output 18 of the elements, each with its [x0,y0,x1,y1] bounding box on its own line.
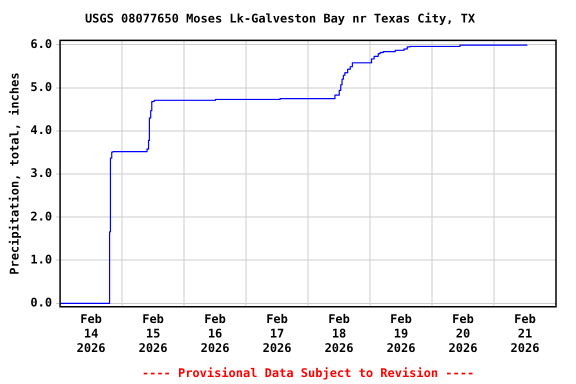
x-tick-label: Feb 18 2026 [324,312,354,355]
x-tick-label: Feb 17 2026 [262,312,292,355]
y-tick-label: 0.0 [30,295,52,310]
y-tick-label: 2.0 [30,209,52,224]
x-tick-label: Feb 15 2026 [138,312,168,355]
y-tick-label: 4.0 [30,123,52,138]
chart-title: USGS 08077650 Moses Lk-Galveston Bay nr Texas City, TX [84,11,476,26]
x-tick-label: Feb 14 2026 [76,312,106,355]
x-tick-label: Feb 20 2026 [448,312,478,355]
y-tick-label: 3.0 [30,166,52,180]
x-tick-label: Feb 16 2026 [200,312,230,355]
y-tick-label: 5.0 [30,80,52,94]
y-axis-title: Precipitation, total, inches [7,72,22,275]
text: ---- Provisional Data Subject to Revision ---- [142,366,474,380]
y-tick-label: 6.0 [30,36,52,51]
x-tick-label: Feb 21 2026 [510,312,540,355]
y-tick-label: 1.0 [30,252,52,266]
x-tick-label: Feb 19 2026 [386,312,416,355]
